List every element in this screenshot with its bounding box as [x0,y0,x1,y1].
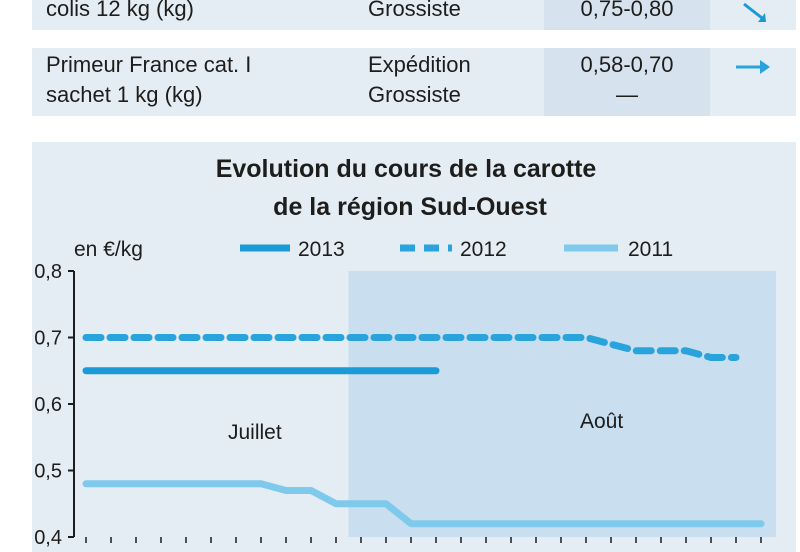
dash-icon [744,65,760,69]
stage-label: Grossiste [368,0,461,21]
series-group [82,334,765,528]
y-tick-label: 0,7 [34,328,62,350]
stage-cell: Expédition Grossiste [368,50,471,110]
y-tick-label: 0,6 [34,394,62,416]
product-label: sachet 1 kg (kg) [46,82,203,107]
annotation-aout: Août [580,410,623,433]
y-axis: 0,4 0,5 0,6 0,7 0,8 [34,261,74,549]
legend-label-2012: 2012 [460,238,507,261]
price-value: 0,58-0,70 [580,52,674,77]
series-line-2012 [82,334,740,361]
chart-title-line-1: Evolution du cours de la carotte [216,155,597,183]
trend-cell [732,0,776,32]
series-line-2011 [82,480,765,528]
y-tick-label: 0,5 [34,461,62,483]
y-axis-label: en €/kg [74,238,143,261]
table-row: Primeur France cat. I sachet 1 kg (kg) E… [32,48,796,116]
product-cell: Primeur France cat. I sachet 1 kg (kg) [46,50,251,110]
stage-label: Expédition [368,52,471,77]
down-right-arrow-icon [743,2,766,22]
chart-title-line-2: de la région Sud-Ouest [273,193,547,221]
y-tick-label: 0,4 [34,527,62,549]
product-label: Primeur France cat. I [46,52,252,77]
x-axis [85,537,762,543]
price-cell: 0,58-0,70 — [544,48,710,116]
product-cell: colis 12 kg (kg) [46,0,194,24]
table-row: colis 12 kg (kg) Grossiste 0,75-0,80 [32,0,796,30]
stage-cell: Grossiste [368,0,461,24]
price-cell: 0,75-0,80 [544,0,710,30]
legend-label-2013: 2013 [298,238,345,261]
august-shade [348,271,776,537]
price-value: 0,75-0,80 [580,0,674,21]
price-value: — [616,82,638,107]
annotation-juillet: Juillet [228,421,282,444]
product-label: colis 12 kg (kg) [46,0,194,21]
stage-label: Grossiste [368,82,461,107]
legend-label-2011: 2011 [628,238,673,261]
y-tick-label: 0,8 [34,261,62,283]
legend: 2013 2012 2011 [240,238,673,261]
